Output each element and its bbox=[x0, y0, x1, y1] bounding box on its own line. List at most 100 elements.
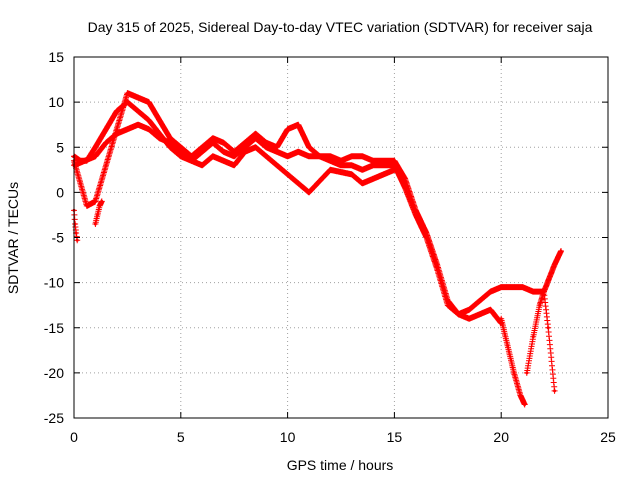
x-tick-label: 25 bbox=[600, 429, 616, 445]
data-point bbox=[489, 308, 493, 312]
data-point bbox=[157, 118, 161, 122]
data-point bbox=[211, 154, 215, 158]
y-tick-label: 0 bbox=[56, 184, 64, 200]
y-tick-label: 10 bbox=[48, 94, 64, 110]
data-point bbox=[264, 154, 268, 158]
data-point bbox=[414, 213, 418, 217]
data-point bbox=[371, 163, 375, 167]
data-point bbox=[467, 308, 471, 312]
data-point bbox=[506, 344, 510, 348]
data-point bbox=[136, 109, 140, 113]
data-point bbox=[157, 136, 161, 140]
x-tick-label: 15 bbox=[387, 429, 403, 445]
data-point bbox=[382, 163, 386, 167]
data-point bbox=[392, 163, 396, 167]
data-point bbox=[382, 159, 386, 163]
data-point bbox=[179, 154, 183, 158]
data-point bbox=[403, 177, 407, 181]
series-4 bbox=[92, 198, 105, 227]
y-tick-label: -20 bbox=[44, 365, 64, 381]
data-point bbox=[93, 199, 97, 203]
data-point bbox=[499, 317, 503, 321]
data-point bbox=[78, 181, 82, 185]
data-point bbox=[125, 100, 129, 104]
data-point bbox=[546, 326, 550, 330]
tick-layer: 0 5 10 15 20 25 -25 -20 -15 -10 -5 0 5 10 15 bbox=[44, 49, 616, 445]
data-point bbox=[518, 393, 522, 397]
data-point bbox=[222, 150, 226, 154]
data-point bbox=[222, 159, 226, 163]
data-point bbox=[136, 123, 140, 127]
y-tick-label: -5 bbox=[52, 230, 65, 246]
data-point bbox=[104, 127, 108, 131]
data-point bbox=[243, 141, 247, 145]
data-point bbox=[93, 145, 97, 149]
series-6 bbox=[523, 288, 558, 394]
data-point bbox=[360, 154, 364, 158]
data-point bbox=[478, 299, 482, 303]
data-point bbox=[75, 238, 79, 242]
data-point bbox=[104, 141, 108, 145]
data-point bbox=[286, 154, 290, 158]
data-point bbox=[179, 150, 183, 154]
data-point bbox=[74, 231, 78, 235]
data-point bbox=[100, 199, 104, 203]
data-point bbox=[168, 141, 172, 145]
data-point bbox=[435, 267, 439, 271]
data-point bbox=[392, 159, 396, 163]
data-point bbox=[222, 141, 226, 145]
data-point bbox=[512, 371, 516, 375]
data-point bbox=[147, 100, 151, 104]
data-point bbox=[538, 303, 542, 307]
data-point bbox=[254, 132, 258, 136]
data-point bbox=[200, 163, 204, 167]
data-point bbox=[147, 118, 151, 122]
data-point bbox=[115, 127, 119, 131]
grid-layer bbox=[74, 57, 608, 418]
x-tick-label: 0 bbox=[70, 429, 78, 445]
data-point bbox=[211, 141, 215, 145]
data-point bbox=[360, 181, 364, 185]
data-point bbox=[93, 154, 97, 158]
x-tick-label: 5 bbox=[177, 429, 185, 445]
data-point bbox=[147, 127, 151, 131]
data-point bbox=[275, 145, 279, 149]
x-tick-label: 20 bbox=[493, 429, 509, 445]
data-point bbox=[371, 177, 375, 181]
data-point bbox=[211, 136, 215, 140]
data-point bbox=[478, 312, 482, 316]
y-axis-label: SDTVAR / TECUs bbox=[5, 182, 21, 294]
data-point bbox=[531, 290, 535, 294]
data-point bbox=[328, 159, 332, 163]
data-point bbox=[254, 136, 258, 140]
data-point bbox=[93, 222, 97, 226]
data-point bbox=[307, 190, 311, 194]
data-point bbox=[125, 91, 129, 95]
chart-title: Day 315 of 2025, Sidereal Day-to-day VTE… bbox=[88, 19, 593, 35]
x-tick-label: 10 bbox=[280, 429, 296, 445]
data-point bbox=[95, 213, 99, 217]
data-point bbox=[446, 303, 450, 307]
y-tick-label: -10 bbox=[44, 275, 64, 291]
y-tick-label: 15 bbox=[48, 49, 64, 65]
data-point bbox=[328, 154, 332, 158]
data-point bbox=[392, 168, 396, 172]
data-point bbox=[136, 96, 140, 100]
data-point bbox=[525, 371, 529, 375]
data-point bbox=[360, 168, 364, 172]
data-point bbox=[489, 290, 493, 294]
data-point bbox=[523, 402, 527, 406]
data-point bbox=[275, 163, 279, 167]
data-point bbox=[275, 150, 279, 154]
data-point bbox=[328, 168, 332, 172]
data-point bbox=[254, 145, 258, 149]
data-point bbox=[296, 123, 300, 127]
data-point bbox=[371, 159, 375, 163]
data-point bbox=[200, 150, 204, 154]
series-2 bbox=[71, 121, 398, 196]
data-point bbox=[559, 249, 563, 253]
data-point bbox=[296, 181, 300, 185]
data-point bbox=[499, 285, 503, 289]
